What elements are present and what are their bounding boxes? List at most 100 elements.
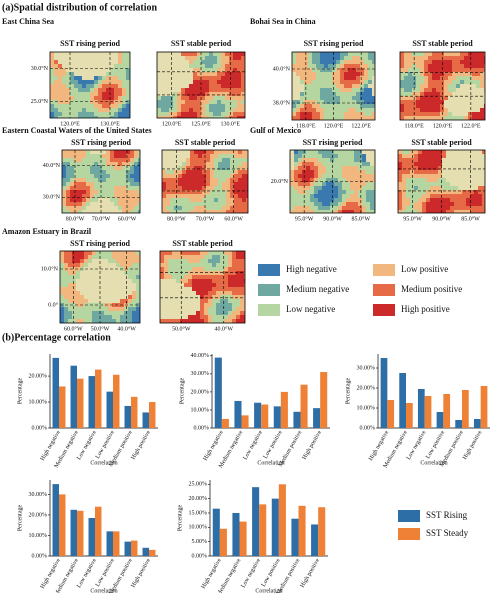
map-cell <box>88 319 92 323</box>
map-cell <box>418 170 422 174</box>
map-cell <box>134 174 138 178</box>
map-cell <box>296 52 300 56</box>
map-cell <box>94 116 98 118</box>
map-cell <box>118 186 122 190</box>
map-cell <box>233 76 237 80</box>
map-cell <box>228 291 232 295</box>
map-cell <box>60 311 64 315</box>
map-cell <box>326 166 330 170</box>
map-cell <box>398 154 402 158</box>
map-cell <box>218 190 222 194</box>
map-cell <box>404 68 408 72</box>
map-cell <box>344 76 348 80</box>
map-cell <box>64 315 68 319</box>
map-cell <box>328 60 332 64</box>
map-cell <box>174 206 178 210</box>
map-cell <box>360 76 364 80</box>
map-cell <box>240 251 244 255</box>
map-cell <box>233 60 237 64</box>
bar <box>399 373 406 428</box>
map-cell <box>414 150 418 154</box>
map-cell <box>450 190 454 194</box>
map-cell <box>334 210 338 213</box>
map-cell <box>72 275 76 279</box>
map-cell <box>442 178 446 182</box>
map-cell <box>436 52 440 56</box>
map-x-label: 122.0°E <box>351 122 371 129</box>
map-cell <box>221 100 225 104</box>
map-cell <box>462 194 466 198</box>
map-cell <box>201 100 205 104</box>
map-cell <box>374 206 375 210</box>
map-cell <box>98 166 102 170</box>
map-cell <box>414 186 418 190</box>
map-cell <box>213 80 217 84</box>
map-cell <box>354 178 358 182</box>
map-cell <box>416 80 420 84</box>
map-cell <box>126 198 130 202</box>
map-cell <box>214 202 218 206</box>
map-cell <box>190 178 194 182</box>
map-cell <box>214 170 218 174</box>
map-cell <box>233 92 237 96</box>
map-cell <box>460 52 464 56</box>
map-cell <box>102 182 106 186</box>
map-cell <box>314 202 318 206</box>
bar <box>149 549 156 556</box>
bar <box>88 376 95 428</box>
map-cell <box>348 112 352 116</box>
map-cell <box>414 206 418 210</box>
map-cell <box>138 170 140 174</box>
map-cell <box>216 275 220 279</box>
map-cell <box>182 206 186 210</box>
map-cell <box>118 100 122 104</box>
map-cell <box>440 76 444 80</box>
map-cell <box>237 100 241 104</box>
map-cell <box>174 186 178 190</box>
map-cell <box>122 88 126 92</box>
map-cell <box>70 80 74 84</box>
map-cell <box>222 186 226 190</box>
bar <box>424 396 432 428</box>
map-cell <box>50 68 54 72</box>
map-cell <box>402 166 406 170</box>
map-cell <box>398 162 402 166</box>
map-cell <box>120 263 124 267</box>
map-cell <box>68 259 72 263</box>
map-cell <box>205 88 209 92</box>
map-cell <box>338 166 342 170</box>
map-cell <box>340 76 344 80</box>
map-cell <box>181 88 185 92</box>
map-cell <box>102 154 106 158</box>
map-cell <box>334 202 338 206</box>
map-cell <box>432 92 436 96</box>
map-cell <box>328 64 332 68</box>
map-cell <box>220 287 224 291</box>
map-cell <box>316 56 320 60</box>
map-cell <box>186 194 190 198</box>
map-cell <box>100 311 104 315</box>
map-cell <box>410 178 414 182</box>
map-cell <box>346 202 350 206</box>
map-cell <box>68 311 72 315</box>
map-cell <box>336 84 340 88</box>
map-cell <box>428 76 432 80</box>
map-cell <box>197 92 201 96</box>
map-cell <box>372 116 375 120</box>
map-cell <box>360 112 364 116</box>
map-cell <box>404 76 408 80</box>
map-cell <box>196 263 200 267</box>
map-cell <box>242 154 246 158</box>
map-cell <box>78 92 82 96</box>
map-cell <box>106 194 110 198</box>
map-cell <box>314 206 318 210</box>
map-cell <box>244 291 245 295</box>
map-cell <box>78 108 82 112</box>
map-cell <box>233 96 237 100</box>
map-cell <box>346 182 350 186</box>
map-cell <box>50 56 54 60</box>
map-cell <box>209 100 213 104</box>
map-cell <box>166 190 170 194</box>
map-cell <box>326 198 330 202</box>
map-cell <box>204 295 208 299</box>
